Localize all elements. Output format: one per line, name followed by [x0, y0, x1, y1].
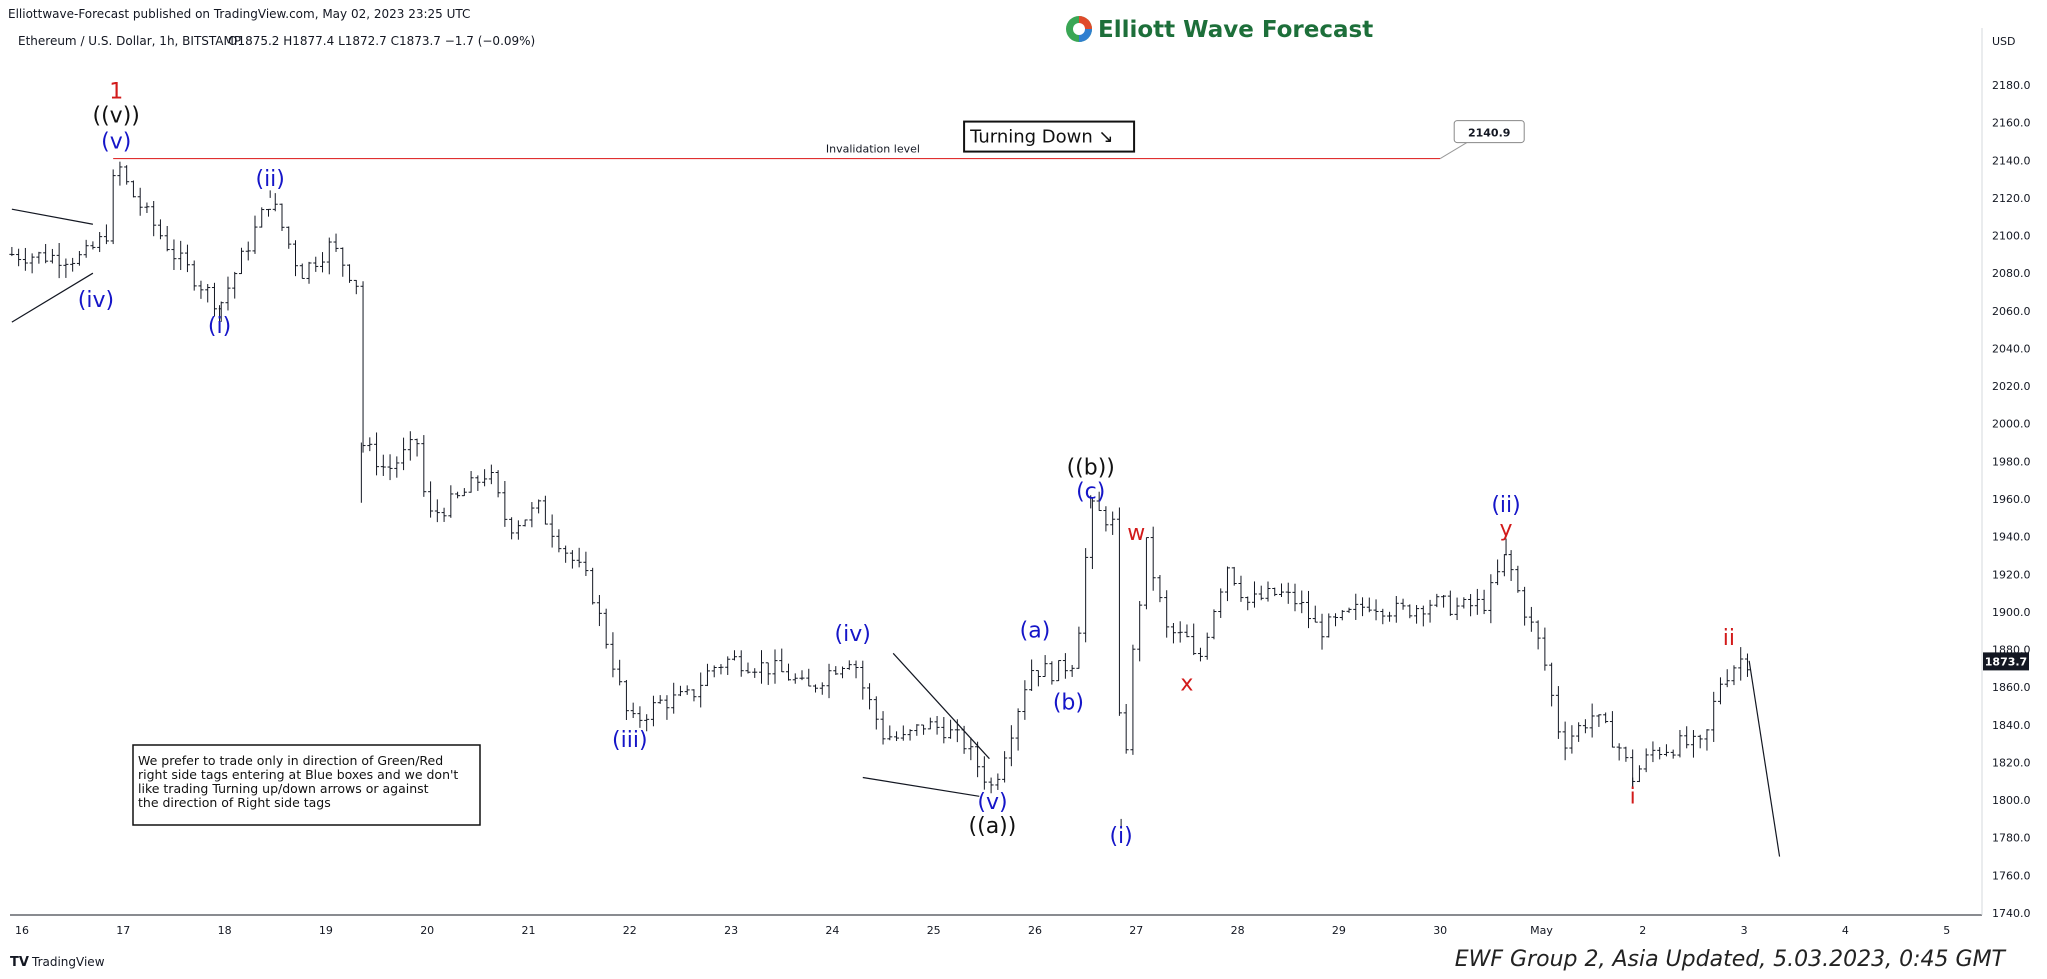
- wave-label: (c): [1076, 479, 1105, 504]
- y-tick-label: 1860.0: [1992, 681, 2031, 694]
- y-tick-label: 1740.0: [1992, 907, 2031, 920]
- wave-label: (iv): [835, 622, 871, 647]
- wave-label: ((a)): [969, 814, 1017, 839]
- x-tick-label: 21: [522, 924, 536, 937]
- wave-label: i: [1630, 785, 1636, 810]
- y-tick-label: 1840.0: [1992, 719, 2031, 732]
- x-tick-label: 20: [420, 924, 434, 937]
- y-tick-label: 2160.0: [1992, 117, 2031, 130]
- x-tick-label: 3: [1741, 924, 1748, 937]
- x-tick-label: 25: [927, 924, 941, 937]
- x-tick-label: 2: [1639, 924, 1646, 937]
- wave-label: (b): [1053, 690, 1084, 715]
- y-tick-label: 1980.0: [1992, 455, 2031, 468]
- turning-down-box: [963, 120, 1136, 153]
- note-line-3: like trading Turning up/down arrows or a…: [138, 781, 429, 796]
- note-box: We prefer to trade only in direction of …: [132, 744, 481, 826]
- invalidation-group: Invalidation level 2140.9 Turning Down ↘: [113, 120, 1525, 160]
- x-tick-label: May: [1530, 924, 1553, 937]
- y-tick-label: 1800.0: [1992, 794, 2031, 807]
- wave-label: (i): [1109, 824, 1132, 849]
- y-tick-label: 2140.0: [1992, 154, 2031, 167]
- y-tick-label: 2180.0: [1992, 79, 2031, 92]
- wave-label: (a): [1020, 619, 1051, 644]
- wave-label: x: [1180, 672, 1193, 697]
- x-tick-label: 22: [623, 924, 637, 937]
- x-tick-label: 17: [116, 924, 130, 937]
- brand-name: Elliott Wave Forecast: [1098, 17, 1373, 43]
- tradingview-logo[interactable]: TV TradingView: [10, 955, 105, 970]
- note-line-4: the direction of Right side tags: [138, 795, 331, 810]
- triangle-lower-line: [11, 272, 94, 323]
- symbol-text: Ethereum / U.S. Dollar, 1h, BITSTAMP: [18, 34, 241, 48]
- tradingview-logo-icon: TV: [10, 955, 29, 970]
- x-tick-label: 29: [1332, 924, 1346, 937]
- x-tick-label: 28: [1231, 924, 1245, 937]
- wave-label: ((v)): [93, 103, 140, 128]
- wave-label: ((b)): [1067, 455, 1115, 480]
- y-tick-label: 1820.0: [1992, 756, 2031, 769]
- triangle-lower-line: [862, 776, 980, 797]
- wave-label: ii: [1723, 626, 1735, 651]
- y-tick-label: 2100.0: [1992, 230, 2031, 243]
- x-tick-label: 5: [1943, 924, 1950, 937]
- wave-label: (iii): [612, 728, 648, 753]
- currency-label: USD: [1992, 35, 2016, 48]
- brand-logo: Elliott Wave Forecast: [1066, 16, 1373, 43]
- triangle-lines: [11, 208, 990, 797]
- wave-label: (v): [101, 129, 131, 154]
- invalidation-tag-pointer: [1439, 140, 1471, 160]
- footer-update-text: EWF Group 2, Asia Updated, 5.03.2023, 0:…: [1455, 947, 2007, 972]
- wave-label: (iv): [78, 288, 114, 313]
- note-line-2: right side tags entering at Blue boxes a…: [138, 767, 458, 782]
- published-text: Elliottwave-Forecast published on Tradin…: [8, 7, 470, 21]
- note-line-1: We prefer to trade only in direction of …: [138, 753, 443, 768]
- wave-label: (i): [208, 314, 231, 339]
- tradingview-text: TradingView: [31, 955, 105, 969]
- wave-label: (ii): [1491, 493, 1520, 518]
- y-tick-label: 2000.0: [1992, 418, 2031, 431]
- ohlc-text: O1875.2 H1877.4 L1872.7 C1873.7 −1.7 (−0…: [228, 34, 535, 48]
- x-axis: 16 17 18 19 20 21 22 23 24 25 26 27 28 29 30 May 2 3 4 5: [15, 924, 1950, 937]
- x-tick-label: 23: [724, 924, 738, 937]
- wave-label: w: [1127, 521, 1145, 546]
- y-tick-label: 2020.0: [1992, 380, 2031, 393]
- x-tick-label: 16: [15, 924, 29, 937]
- y-tick-label: 1960.0: [1992, 493, 2031, 506]
- wave-label: (v): [977, 790, 1007, 815]
- y-tick-label: 1780.0: [1992, 832, 2031, 845]
- projection-line: [1748, 660, 1781, 857]
- x-tick-label: 30: [1433, 924, 1447, 937]
- y-axis: 1740.0 1760.0 1780.0 1800.0 1820.0 1840.0 1860…: [1992, 79, 2031, 920]
- x-tick-label: 18: [218, 924, 232, 937]
- x-tick-label: 4: [1842, 924, 1849, 937]
- y-tick-label: 2060.0: [1992, 305, 2031, 318]
- wave-label: 1: [109, 79, 123, 104]
- y-tick-label: 2120.0: [1992, 192, 2031, 205]
- last-price-tag: [1983, 652, 2029, 671]
- triangle-upper-line: [11, 208, 94, 225]
- y-tick-label: 1940.0: [1992, 531, 2031, 544]
- price-bars: 1873.7: [9, 161, 2029, 857]
- x-tick-label: 19: [319, 924, 333, 937]
- y-tick-label: 1900.0: [1992, 606, 2031, 619]
- x-tick-label: 27: [1129, 924, 1143, 937]
- triangle-upper-line: [892, 652, 990, 760]
- invalidation-tag-value: 2140.9: [1468, 127, 1510, 140]
- wave-labels: 1((v))(v)(iv)(i)(ii)(iii)(iv)(v)((a))(a)…: [78, 79, 1735, 849]
- wave-label: (ii): [255, 167, 284, 192]
- y-tick-label: 1760.0: [1992, 869, 2031, 882]
- x-tick-label: 24: [825, 924, 839, 937]
- last-price-value: 1873.7: [1985, 655, 2027, 668]
- wave-label: y: [1500, 517, 1513, 542]
- y-tick-label: 1920.0: [1992, 568, 2031, 581]
- x-tick-label: 26: [1028, 924, 1042, 937]
- y-tick-label: 2040.0: [1992, 342, 2031, 355]
- invalidation-label: Invalidation level: [826, 143, 920, 156]
- turning-down-text: Turning Down ↘: [969, 127, 1114, 148]
- y-tick-label: 2080.0: [1992, 267, 2031, 280]
- invalidation-tag-box: [1453, 120, 1525, 144]
